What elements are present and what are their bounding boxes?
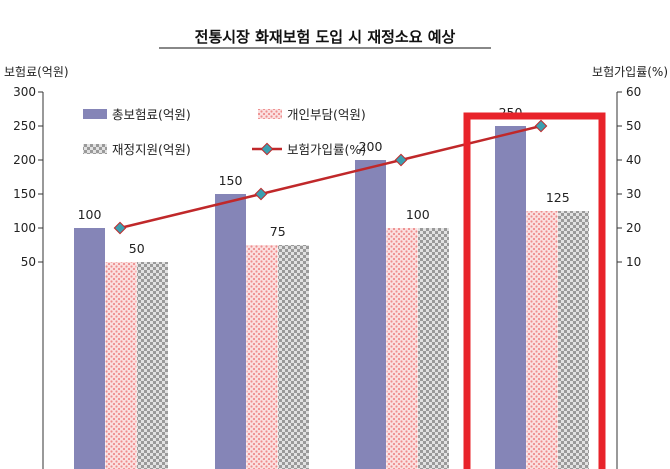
bar-total (215, 194, 246, 469)
y-tick-label: 200 (13, 153, 36, 167)
y2-tick-label: 40 (626, 153, 641, 167)
data-label: 125 (546, 190, 570, 205)
bar-support (137, 262, 168, 469)
line-marker (254, 187, 268, 201)
bar-total (355, 160, 386, 469)
legend-label-rate: 보험가입률(%) (287, 142, 366, 157)
legend: 총보험료(억원) 개인부담(억원) 재정지원(억원) 보험가입률(%) (83, 107, 366, 157)
highlight-box (463, 112, 606, 469)
chart-title: 전통시장 화재보험 도입 시 재정소요 예상 (195, 28, 456, 46)
y-axis-title: 보험료(억원) (4, 65, 69, 79)
bar-total (74, 228, 105, 469)
legend-label-personal: 개인부담(억원) (287, 107, 366, 122)
line-marker (534, 119, 548, 133)
legend-label-total: 총보험료(억원) (112, 107, 191, 122)
line-marker (113, 221, 127, 235)
legend-label-support: 재정지원(억원) (112, 142, 191, 157)
bar-personal (386, 228, 418, 469)
bar-personal (105, 262, 137, 469)
y2-axis-title: 보험가입률(%) (592, 65, 668, 79)
y-tick-label: 250 (13, 119, 36, 133)
y2-tick-label: 50 (626, 119, 641, 133)
bar-support (418, 228, 449, 469)
bar-total (495, 126, 526, 469)
y-tick-label: 300 (13, 85, 36, 99)
y-tick-label: 50 (21, 255, 36, 269)
legend-swatch-total (83, 109, 107, 119)
legend-swatch-support (83, 144, 107, 154)
data-label: 75 (270, 224, 286, 239)
bar-support (278, 245, 309, 469)
y-tick-label: 150 (13, 187, 36, 201)
bar-support (558, 211, 589, 469)
data-label: 50 (129, 241, 145, 256)
bar-personal (246, 245, 278, 469)
y2-tick-label: 30 (626, 187, 641, 201)
data-label: 200 (359, 139, 383, 154)
legend-swatch-rate-marker (260, 142, 274, 156)
y2-tick-label: 20 (626, 221, 641, 235)
line-marker (394, 153, 408, 167)
data-label: 150 (219, 173, 243, 188)
legend-swatch-personal (258, 109, 282, 119)
data-label: 100 (78, 207, 102, 222)
y2-tick-label: 60 (626, 85, 641, 99)
line-rate (119, 124, 542, 230)
y-tick-label: 100 (13, 221, 36, 235)
bar-personal (526, 211, 558, 469)
y2-tick-label: 10 (626, 255, 641, 269)
data-label: 100 (406, 207, 430, 222)
